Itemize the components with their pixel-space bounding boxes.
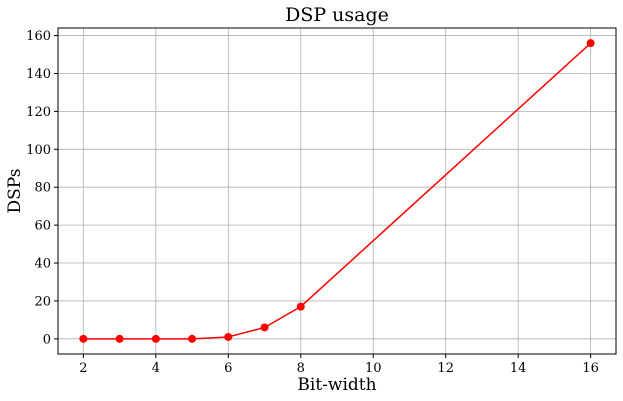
x-tick-label: 6 (224, 361, 232, 376)
x-tick-label: 12 (437, 361, 454, 376)
data-point (224, 332, 233, 341)
x-tick-label: 4 (152, 361, 160, 376)
x-tick-label: 14 (510, 361, 527, 376)
y-tick-label: 160 (26, 29, 51, 44)
y-tick-label: 100 (26, 143, 51, 158)
data-point (260, 323, 269, 332)
data-point (586, 39, 595, 48)
x-axis-ticks: 2 4 6 8 10 12 14 16 (79, 354, 599, 376)
data-point (115, 334, 124, 343)
y-tick-label: 140 (26, 67, 51, 82)
data-point (296, 302, 305, 311)
y-tick-label: 120 (26, 105, 51, 120)
y-tick-label: 80 (34, 181, 51, 196)
x-tick-label: 10 (365, 361, 382, 376)
y-axis-ticks: 0 20 40 60 80 100 120 140 160 (26, 29, 58, 347)
grid-lines (58, 28, 616, 354)
y-tick-label: 20 (34, 294, 51, 309)
x-axis-label: Bit-width (297, 375, 376, 395)
y-tick-label: 60 (34, 219, 51, 234)
data-point (79, 334, 88, 343)
data-points (79, 39, 595, 343)
data-point (188, 334, 197, 343)
x-tick-label: 16 (582, 361, 599, 376)
plot-area-frame (57, 27, 617, 355)
y-axis-label: DSPs (5, 169, 25, 214)
x-tick-label: 2 (79, 361, 87, 376)
chart-title: DSP usage (285, 4, 389, 26)
data-point (151, 334, 160, 343)
series-line (83, 42, 592, 340)
y-tick-label: 0 (43, 332, 51, 347)
x-tick-label: 8 (297, 361, 305, 376)
y-tick-label: 40 (34, 257, 51, 272)
series-line-layer (83, 42, 592, 340)
